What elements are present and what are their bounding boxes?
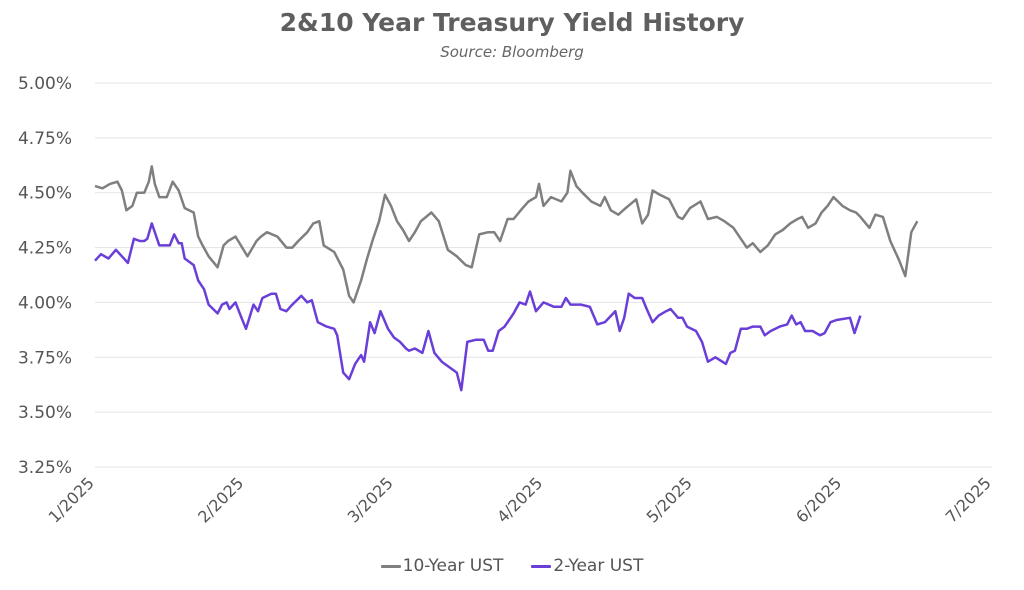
legend-swatch-2-year [531, 564, 552, 568]
y-tick-label: 4.00% [18, 293, 72, 313]
x-tick-label: 7/2025 [942, 473, 995, 526]
series-lines [94, 165, 919, 392]
x-axis-ticks: 1/2025 2/2025 3/2025 4/2025 5/2025 6/2025 7/20… [45, 473, 995, 526]
legend: 10-Year UST 2-Year UST [0, 556, 1024, 576]
x-tick-label: 1/2025 [45, 473, 98, 526]
x-tick-label: 2/2025 [194, 473, 247, 526]
x-tick-label: 6/2025 [792, 473, 845, 526]
gridlines [95, 82, 992, 468]
y-tick-label: 5.00% [18, 74, 72, 94]
legend-item-2-year: 2-Year UST [531, 556, 643, 576]
legend-label-10-year: 10-Year UST [402, 556, 504, 576]
series-line-10-year [94, 165, 919, 304]
series-line-2-year [94, 222, 862, 392]
y-tick-label: 4.75% [18, 129, 72, 149]
y-tick-label: 4.50% [18, 184, 72, 204]
y-tick-label: 4.25% [18, 239, 72, 259]
y-tick-label: 3.50% [18, 403, 72, 423]
chart-title: 2&10 Year Treasury Yield History [279, 8, 745, 37]
chart-subtitle: Source: Bloomberg [440, 43, 584, 61]
x-tick-label: 3/2025 [344, 473, 397, 526]
legend-label-2-year: 2-Year UST [553, 556, 644, 576]
legend-item-10-year: 10-Year UST [380, 556, 504, 576]
y-axis-ticks: 3.25% 3.50% 3.75% 4.00% 4.25% 4.50% 4.75% 5.00% [18, 74, 72, 478]
legend-swatch-10-year [380, 564, 401, 568]
x-tick-label: 4/2025 [493, 473, 546, 526]
y-tick-label: 3.75% [18, 348, 72, 368]
y-tick-label: 3.25% [18, 458, 72, 478]
x-tick-label: 5/2025 [643, 473, 696, 526]
